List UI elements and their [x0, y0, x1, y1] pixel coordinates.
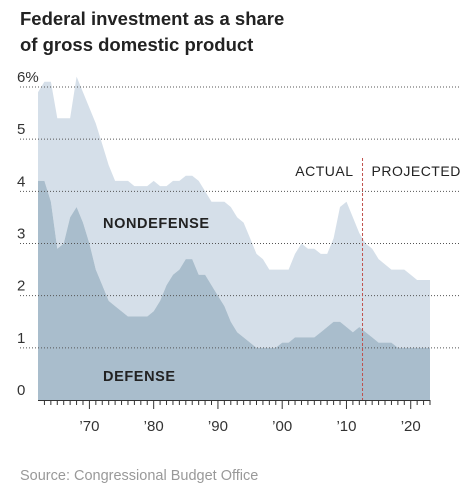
y-tick-label: 1 — [17, 330, 25, 347]
actual-label: ACTUAL — [295, 163, 353, 179]
x-tick-label: ’00 — [272, 418, 292, 435]
y-tick-label: 2 — [17, 278, 25, 295]
chart-areas — [38, 76, 430, 400]
y-tick-label: 3 — [17, 226, 25, 243]
y-tick-label: 5 — [17, 121, 25, 138]
x-tick-label: ’10 — [336, 418, 356, 435]
x-tick-label: ’90 — [208, 418, 228, 435]
x-tick-label: ’80 — [144, 418, 164, 435]
x-axis: ’70 ’80 ’90 ’00 ’10 ’20 — [38, 400, 431, 435]
series-label-nondefense: NONDEFENSE — [103, 216, 210, 232]
projected-label: PROJECTED — [372, 163, 461, 179]
x-tick-label: ’70 — [79, 418, 99, 435]
y-axis-ticks: 0 1 2 3 4 5 6% — [17, 69, 39, 399]
nondefense-area — [38, 76, 430, 348]
source-note: Source: Congressional Budget Office — [20, 468, 259, 484]
chart-title-line-2: of gross domestic product — [20, 34, 254, 55]
chart-title: Federal investment as a share of gross d… — [20, 6, 450, 58]
series-label-defense: DEFENSE — [103, 369, 176, 385]
y-tick-label: 0 — [17, 382, 25, 399]
chart-gridlines — [20, 86, 460, 349]
x-tick-label: ’20 — [401, 418, 421, 435]
y-tick-label: 6% — [17, 69, 39, 86]
y-tick-label: 4 — [17, 173, 25, 190]
chart-labels: ACTUAL PROJECTED NONDEFENSE DEFENSE — [103, 158, 461, 400]
defense-area — [38, 180, 430, 400]
chart-title-line-1: Federal investment as a share — [20, 8, 285, 29]
